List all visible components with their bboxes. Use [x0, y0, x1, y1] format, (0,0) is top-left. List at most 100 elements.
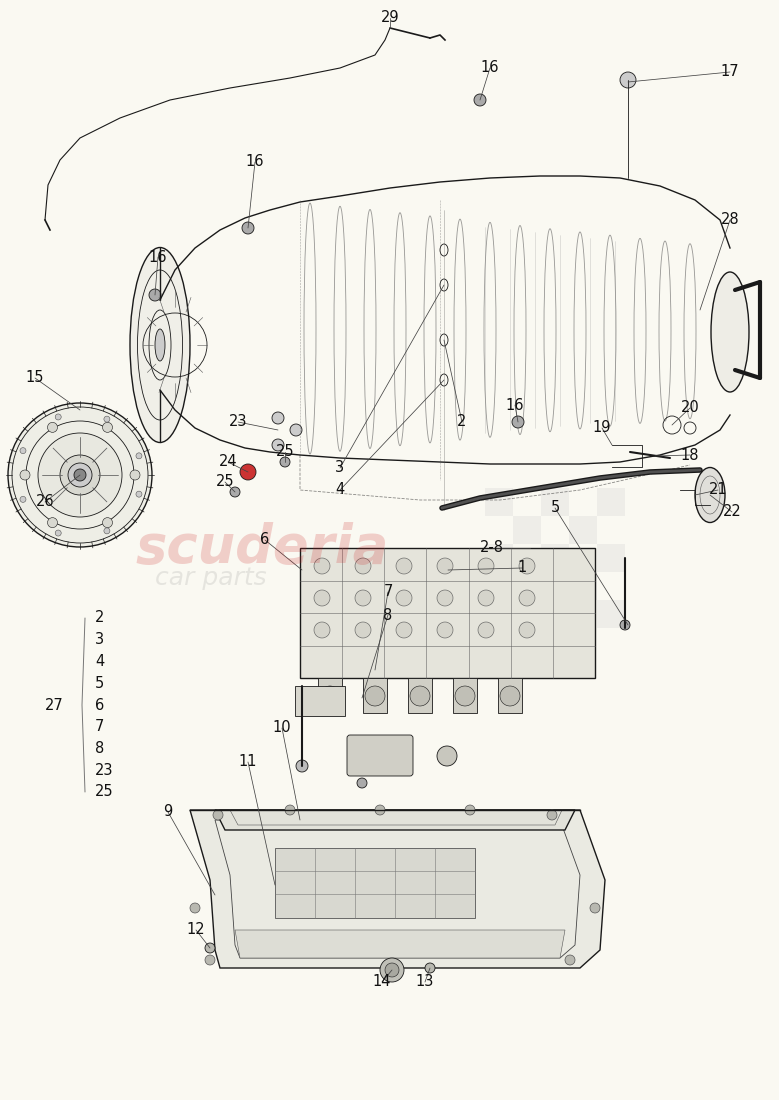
Circle shape — [380, 958, 404, 982]
FancyBboxPatch shape — [300, 548, 595, 678]
Circle shape — [512, 416, 524, 428]
Text: 25: 25 — [276, 444, 294, 460]
Circle shape — [285, 805, 295, 815]
Text: 23: 23 — [229, 415, 247, 429]
Circle shape — [455, 686, 475, 706]
Bar — [513, 572, 541, 600]
FancyBboxPatch shape — [318, 678, 342, 713]
Ellipse shape — [711, 272, 749, 392]
Circle shape — [136, 453, 142, 459]
Circle shape — [375, 805, 385, 815]
Circle shape — [48, 518, 58, 528]
Polygon shape — [190, 810, 605, 968]
Circle shape — [190, 903, 200, 913]
Circle shape — [296, 760, 308, 772]
Text: 3: 3 — [336, 461, 344, 475]
Polygon shape — [235, 930, 565, 958]
Text: scuderia: scuderia — [135, 522, 389, 574]
Bar — [513, 516, 541, 544]
Circle shape — [620, 72, 636, 88]
Circle shape — [357, 778, 367, 788]
Circle shape — [136, 492, 142, 497]
Circle shape — [8, 403, 152, 547]
Circle shape — [314, 590, 330, 606]
Circle shape — [230, 487, 240, 497]
Circle shape — [437, 590, 453, 606]
Circle shape — [355, 621, 371, 638]
Circle shape — [149, 289, 161, 301]
Circle shape — [272, 439, 284, 451]
Bar — [597, 488, 625, 516]
Text: 19: 19 — [593, 420, 612, 436]
Circle shape — [290, 424, 302, 436]
Circle shape — [240, 464, 256, 480]
Bar — [569, 516, 597, 544]
Circle shape — [20, 496, 26, 503]
Polygon shape — [215, 810, 575, 830]
Circle shape — [104, 416, 110, 422]
Text: 15: 15 — [26, 371, 44, 385]
Text: 2-8: 2-8 — [480, 540, 504, 556]
Text: 16: 16 — [481, 60, 499, 76]
Text: 13: 13 — [416, 975, 434, 990]
FancyBboxPatch shape — [295, 686, 345, 716]
Circle shape — [396, 558, 412, 574]
Bar — [485, 488, 513, 516]
Text: 23: 23 — [95, 762, 114, 778]
Circle shape — [474, 94, 486, 106]
Circle shape — [205, 955, 215, 965]
Circle shape — [385, 962, 399, 977]
Circle shape — [365, 686, 385, 706]
Bar — [485, 600, 513, 628]
Circle shape — [500, 686, 520, 706]
Text: 22: 22 — [723, 505, 742, 519]
Text: 2: 2 — [457, 415, 467, 429]
FancyBboxPatch shape — [275, 848, 475, 918]
Ellipse shape — [155, 329, 165, 361]
Circle shape — [465, 805, 475, 815]
Bar — [541, 544, 569, 572]
Circle shape — [314, 621, 330, 638]
Text: 14: 14 — [372, 975, 391, 990]
Circle shape — [425, 962, 435, 974]
Circle shape — [519, 590, 535, 606]
Circle shape — [20, 470, 30, 480]
Circle shape — [437, 621, 453, 638]
Circle shape — [48, 422, 58, 432]
Text: car parts: car parts — [155, 566, 266, 590]
Circle shape — [620, 620, 630, 630]
Text: 6: 6 — [95, 697, 104, 713]
Circle shape — [396, 590, 412, 606]
Text: 11: 11 — [238, 755, 257, 770]
Text: 25: 25 — [95, 784, 114, 800]
Bar — [569, 572, 597, 600]
Bar — [541, 600, 569, 628]
Ellipse shape — [695, 468, 725, 522]
Circle shape — [60, 455, 100, 495]
Text: 16: 16 — [149, 250, 167, 264]
FancyBboxPatch shape — [408, 678, 432, 713]
Text: 20: 20 — [681, 400, 700, 416]
Text: 25: 25 — [216, 474, 234, 490]
Text: 16: 16 — [245, 154, 264, 169]
FancyBboxPatch shape — [363, 678, 387, 713]
Circle shape — [205, 943, 215, 953]
Circle shape — [213, 810, 223, 820]
Text: 21: 21 — [709, 483, 728, 497]
Bar — [597, 600, 625, 628]
Text: 28: 28 — [721, 212, 739, 228]
Circle shape — [565, 955, 575, 965]
Ellipse shape — [130, 248, 190, 442]
Circle shape — [437, 558, 453, 574]
Circle shape — [590, 903, 600, 913]
Text: 18: 18 — [681, 448, 700, 462]
Circle shape — [68, 463, 92, 487]
Circle shape — [355, 590, 371, 606]
Text: 4: 4 — [95, 654, 104, 669]
FancyBboxPatch shape — [347, 735, 413, 776]
Circle shape — [478, 621, 494, 638]
Text: 29: 29 — [381, 11, 400, 25]
Circle shape — [547, 810, 557, 820]
Text: 24: 24 — [219, 454, 238, 470]
Circle shape — [103, 422, 112, 432]
